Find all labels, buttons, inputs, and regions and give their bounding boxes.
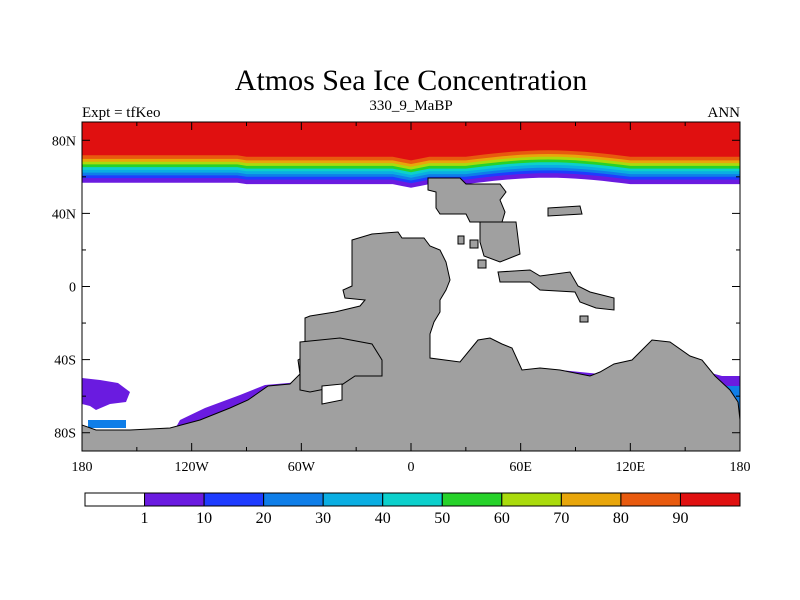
colorbar-box — [263, 492, 324, 507]
colorbar-label: 60 — [494, 510, 510, 527]
colorbar: 1 10 20 30 40 50 60 70 80 90 — [84, 492, 741, 527]
y-tick-label: 80N — [52, 134, 76, 149]
colorbar-label: 1 — [141, 510, 149, 527]
colorbar-box — [203, 492, 265, 507]
colorbar-label: 90 — [672, 510, 688, 527]
x-tick-label: 0 — [408, 460, 415, 475]
north-ice-band-90 — [82, 122, 740, 161]
land-east-asia — [547, 205, 583, 217]
land-small-island-2 — [477, 259, 487, 269]
y-axis: 80N 40N 0 40S 80S — [52, 134, 740, 442]
land-small-island-4 — [579, 315, 589, 323]
x-tick-label: 120E — [616, 460, 646, 475]
colorbar-box — [560, 492, 622, 507]
colorbar-label: 30 — [315, 510, 331, 527]
south-ice-patch-pacific — [88, 420, 126, 428]
colorbar-box — [441, 492, 503, 507]
colorbar-label: 20 — [256, 510, 272, 527]
colorbar-box — [382, 492, 443, 507]
x-tick-label: 180 — [72, 460, 93, 475]
colorbar-box — [144, 492, 205, 507]
colorbar-box — [84, 492, 146, 507]
x-tick-label: 180 — [730, 460, 751, 475]
land-small-island-1 — [469, 239, 479, 249]
chart-subtitle-right: ANN — [708, 105, 741, 121]
northern-sea-ice-bands — [82, 122, 740, 188]
y-tick-label: 40N — [52, 207, 76, 222]
colorbar-label: 50 — [434, 510, 450, 527]
land-southeast-asia — [479, 221, 521, 263]
land-lake-cutout — [321, 383, 343, 405]
colorbar-box — [620, 492, 681, 507]
colorbar-label: 70 — [553, 510, 569, 527]
colorbar-box — [322, 492, 384, 507]
land-masses — [82, 177, 740, 451]
y-tick-label: 80S — [54, 427, 76, 442]
x-tick-label: 60E — [509, 460, 532, 475]
colorbar-label: 40 — [375, 510, 391, 527]
land-indonesia — [497, 269, 615, 311]
land-south-america-tip — [299, 337, 383, 393]
colorbar-box — [501, 492, 562, 507]
chart-subtitle-center: 330_9_MaBP — [369, 98, 452, 114]
south-ice-tongue-pacific — [82, 378, 130, 410]
x-axis: 180 120W 60W 0 60E 120E 180 — [72, 122, 751, 475]
x-tick-label: 120W — [175, 460, 210, 475]
land-small-island-3 — [457, 235, 465, 245]
chart-subtitle-left: Expt = tfKeo — [82, 105, 160, 121]
y-tick-label: 40S — [54, 354, 76, 369]
x-tick-label: 60W — [288, 460, 316, 475]
colorbar-box — [679, 492, 741, 507]
chart-title: Atmos Sea Ice Concentration — [235, 64, 587, 97]
y-tick-label: 0 — [69, 281, 76, 296]
plot-area — [82, 122, 740, 451]
colorbar-label: 10 — [196, 510, 212, 527]
colorbar-label: 80 — [613, 510, 629, 527]
